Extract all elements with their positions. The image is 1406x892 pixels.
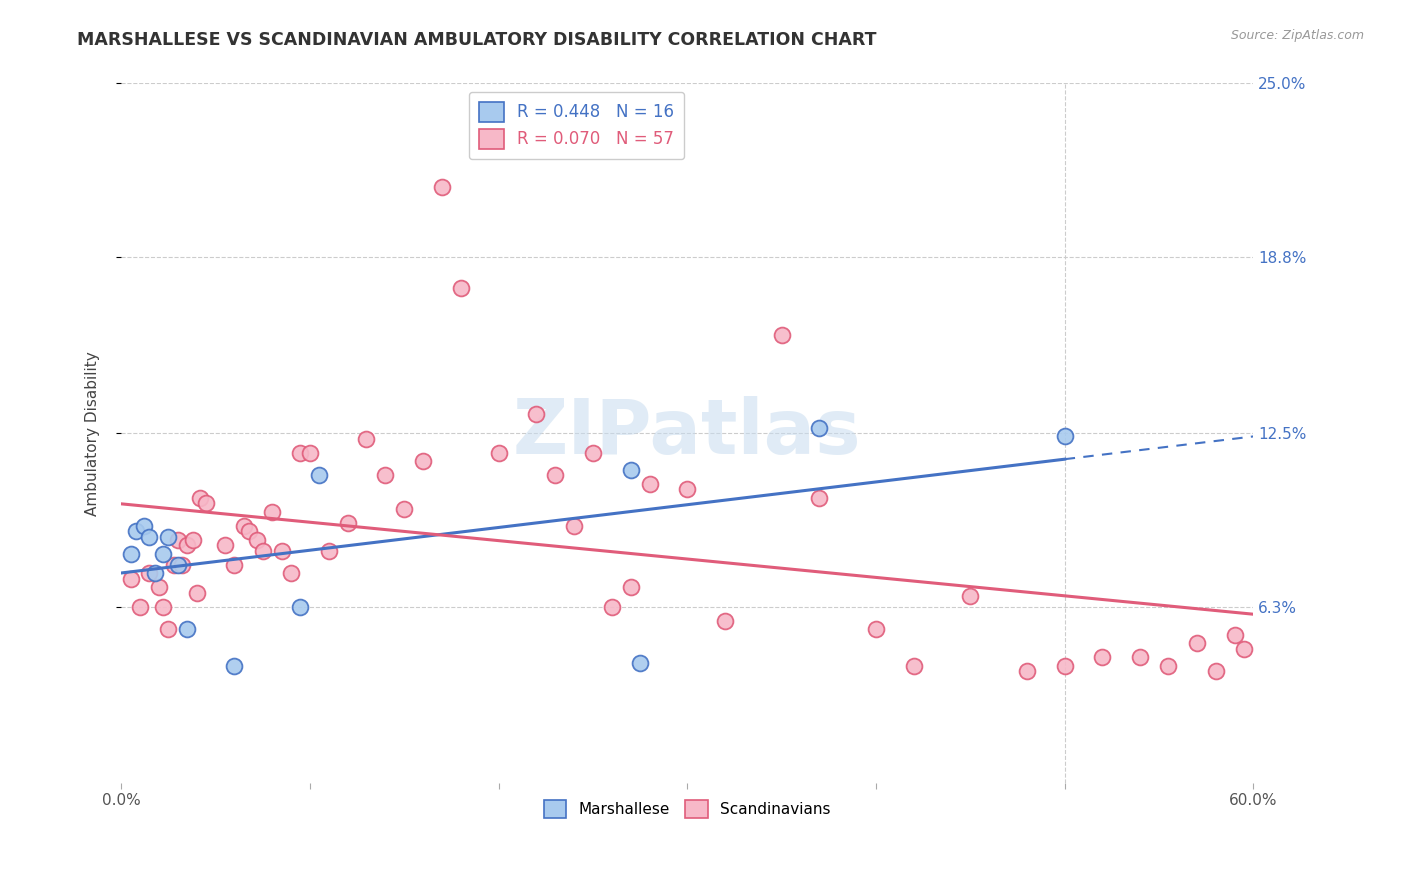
Point bbox=[163, 558, 186, 572]
Point bbox=[600, 599, 623, 614]
Point bbox=[562, 518, 585, 533]
Point bbox=[120, 572, 142, 586]
Point bbox=[157, 530, 180, 544]
Point bbox=[638, 476, 661, 491]
Point bbox=[959, 589, 981, 603]
Point bbox=[430, 180, 453, 194]
Point bbox=[129, 599, 152, 614]
Point bbox=[1185, 636, 1208, 650]
Point bbox=[120, 547, 142, 561]
Point bbox=[1233, 641, 1256, 656]
Point bbox=[262, 505, 284, 519]
Point bbox=[808, 420, 831, 434]
Point bbox=[374, 468, 396, 483]
Point bbox=[1129, 650, 1152, 665]
Point bbox=[238, 524, 260, 538]
Point bbox=[298, 446, 321, 460]
Point bbox=[450, 281, 472, 295]
Point bbox=[170, 558, 193, 572]
Point bbox=[770, 328, 793, 343]
Point bbox=[290, 599, 312, 614]
Point bbox=[620, 462, 643, 476]
Point bbox=[195, 496, 218, 510]
Point bbox=[270, 543, 292, 558]
Point bbox=[544, 468, 567, 483]
Point bbox=[214, 538, 236, 552]
Point bbox=[903, 658, 925, 673]
Y-axis label: Ambulatory Disability: Ambulatory Disability bbox=[86, 351, 100, 516]
Point bbox=[318, 543, 340, 558]
Point bbox=[808, 491, 831, 505]
Point bbox=[224, 558, 246, 572]
Point bbox=[290, 446, 312, 460]
Point bbox=[1053, 429, 1076, 443]
Point bbox=[280, 566, 302, 581]
Point bbox=[252, 543, 274, 558]
Point bbox=[176, 538, 198, 552]
Point bbox=[1091, 650, 1114, 665]
Point bbox=[166, 533, 188, 547]
Point bbox=[125, 524, 148, 538]
Point bbox=[143, 566, 166, 581]
Point bbox=[676, 482, 699, 496]
Point bbox=[148, 580, 170, 594]
Point bbox=[628, 656, 651, 670]
Point bbox=[620, 580, 643, 594]
Point bbox=[138, 566, 160, 581]
Point bbox=[152, 547, 174, 561]
Point bbox=[1015, 664, 1038, 678]
Text: ZIPatlas: ZIPatlas bbox=[513, 396, 862, 470]
Point bbox=[356, 432, 378, 446]
Point bbox=[152, 599, 174, 614]
Point bbox=[157, 622, 180, 636]
Point bbox=[1053, 658, 1076, 673]
Point bbox=[1205, 664, 1227, 678]
Point bbox=[524, 407, 547, 421]
Text: Source: ZipAtlas.com: Source: ZipAtlas.com bbox=[1230, 29, 1364, 42]
Point bbox=[392, 501, 415, 516]
Point bbox=[582, 446, 605, 460]
Point bbox=[246, 533, 269, 547]
Point bbox=[190, 491, 212, 505]
Point bbox=[176, 622, 198, 636]
Point bbox=[714, 614, 737, 628]
Point bbox=[865, 622, 887, 636]
Point bbox=[1157, 658, 1180, 673]
Point bbox=[1223, 628, 1246, 642]
Point bbox=[232, 518, 254, 533]
Legend: Marshallese, Scandinavians: Marshallese, Scandinavians bbox=[537, 794, 837, 824]
Point bbox=[181, 533, 204, 547]
Text: MARSHALLESE VS SCANDINAVIAN AMBULATORY DISABILITY CORRELATION CHART: MARSHALLESE VS SCANDINAVIAN AMBULATORY D… bbox=[77, 31, 877, 49]
Point bbox=[412, 454, 434, 468]
Point bbox=[308, 468, 330, 483]
Point bbox=[224, 658, 246, 673]
Point bbox=[166, 558, 188, 572]
Point bbox=[132, 518, 155, 533]
Point bbox=[186, 586, 208, 600]
Point bbox=[138, 530, 160, 544]
Point bbox=[336, 516, 359, 530]
Point bbox=[488, 446, 510, 460]
